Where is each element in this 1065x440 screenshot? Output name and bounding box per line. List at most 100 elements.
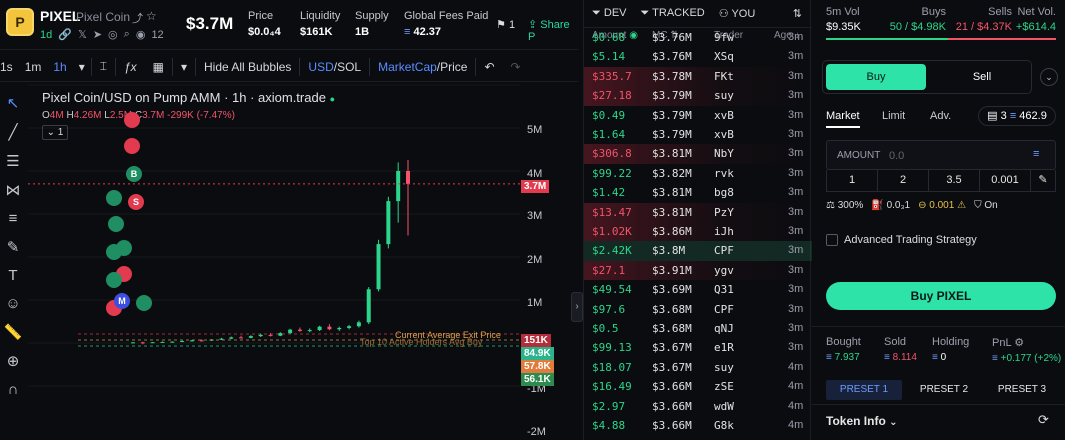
layout-icon[interactable]: ▦: [152, 59, 164, 74]
tab-limit[interactable]: Limit: [882, 110, 906, 122]
amount-field[interactable]: AMOUNT 0.0 ≡: [826, 140, 1056, 170]
trade-trader[interactable]: e1R: [714, 341, 734, 355]
horizontal-lines-icon[interactable]: ☰: [6, 153, 20, 170]
ruler-icon[interactable]: 📏: [3, 324, 23, 341]
edit-icon[interactable]: ✎: [1038, 174, 1048, 186]
trade-row[interactable]: $13.47 $3.81M PzY 3m: [584, 202, 812, 222]
telegram-icon[interactable]: ➤: [92, 29, 103, 41]
trade-trader[interactable]: xvB: [714, 108, 734, 122]
trade-row[interactable]: $97.6 $3.68M CPF 3m: [584, 300, 812, 319]
trade-trader[interactable]: CPF: [714, 302, 734, 316]
trade-trader[interactable]: Q31: [714, 283, 734, 297]
undo-icon[interactable]: ↶: [484, 59, 495, 74]
currency-toggle[interactable]: USD/SOL: [308, 59, 362, 74]
trade-trader[interactable]: qNJ: [714, 322, 734, 335]
trade-trader[interactable]: PzY: [714, 205, 734, 219]
trade-row[interactable]: $306.8 $3.81M NbY 3m: [584, 144, 812, 164]
star-icon[interactable]: ☆: [146, 9, 157, 23]
indicator-collapse[interactable]: ⌄ 1: [42, 125, 68, 140]
share-link-icon[interactable]: ⤴: [132, 13, 143, 25]
token-name[interactable]: Pixel Coin: [76, 10, 131, 24]
watchers[interactable]: ⚑ 1: [496, 19, 516, 31]
brush-icon[interactable]: ✎: [6, 239, 20, 256]
trade-row[interactable]: $2.42K $3.8M CPF 3m: [584, 241, 812, 261]
trade-trader[interactable]: G8k: [714, 419, 734, 432]
redo-icon[interactable]: ↷: [510, 59, 521, 74]
trade-bubble[interactable]: [106, 272, 122, 288]
buy-token-button[interactable]: Buy PIXEL: [826, 282, 1056, 310]
trade-row[interactable]: $1.64 $3.79M xvB 3m: [584, 125, 812, 144]
more-dropdown-icon[interactable]: ▾: [180, 59, 188, 74]
trade-trader[interactable]: zSE: [714, 380, 734, 394]
buy-bubble[interactable]: B: [126, 166, 142, 182]
trade-row[interactable]: $2.97 $3.66M wdW 4m: [584, 397, 812, 416]
trade-bubble[interactable]: [106, 190, 122, 206]
trade-row[interactable]: $5.14 $3.76M XSq 3m: [584, 47, 812, 66]
search-icon[interactable]: ⌕: [123, 28, 130, 40]
trade-row[interactable]: $49.54 $3.69M Q31 3m: [584, 280, 812, 299]
sell-tab[interactable]: Sell: [972, 71, 992, 83]
buy-tab[interactable]: Buy: [826, 64, 926, 90]
text-icon[interactable]: T: [8, 267, 18, 284]
advanced-strategy-checkbox[interactable]: [826, 234, 838, 246]
trade-trader[interactable]: rvk: [714, 166, 734, 180]
sell-bubble[interactable]: S: [128, 194, 144, 210]
token-symbol[interactable]: PIXEL: [40, 8, 81, 24]
trade-trader[interactable]: CPF: [714, 244, 734, 258]
fib-icon[interactable]: ≡: [8, 210, 18, 227]
trade-trader[interactable]: FKt: [714, 69, 734, 83]
link-icon[interactable]: 🔗: [58, 29, 72, 41]
chevron-down-icon[interactable]: ⌄: [1040, 68, 1058, 86]
trade-row[interactable]: $1.02K $3.86M iJh 3m: [584, 222, 812, 242]
indicators-icon[interactable]: ƒx: [123, 59, 137, 74]
trade-trader[interactable]: wdW: [714, 399, 734, 413]
emoji-icon[interactable]: ☺: [5, 295, 21, 312]
migration-bubble[interactable]: M: [114, 293, 130, 309]
holders-icon[interactable]: ◉: [135, 29, 146, 41]
preset-amount[interactable]: 1: [827, 170, 878, 191]
trade-row[interactable]: $16.49 $3.66M zSE 4m: [584, 377, 812, 396]
trade-bubble[interactable]: [136, 295, 152, 311]
trade-row[interactable]: $18.07 $3.67M suy 4m: [584, 358, 812, 377]
preset-tab-2[interactable]: PRESET 2: [919, 384, 969, 395]
token-info-toggle[interactable]: Token Info ⌄: [826, 414, 898, 428]
interval-1s[interactable]: 1s: [0, 59, 13, 74]
trade-trader[interactable]: bg8: [714, 186, 734, 200]
preset-amount[interactable]: 3.5: [929, 170, 980, 191]
trade-bubble[interactable]: [116, 240, 132, 256]
tab-adv[interactable]: Adv.: [930, 110, 952, 122]
magnet-icon[interactable]: ∩: [7, 381, 19, 398]
trade-trader[interactable]: XSq: [714, 50, 734, 64]
interval-1h[interactable]: 1h: [53, 59, 67, 74]
trade-trader[interactable]: NbY: [714, 147, 734, 161]
trade-trader[interactable]: iJh: [714, 225, 734, 238]
trade-trader[interactable]: xvB: [714, 128, 734, 141]
trade-bubble[interactable]: [124, 138, 140, 154]
trade-row[interactable]: $0.68 $3.76M 9fw 3m: [584, 28, 812, 47]
website-icon[interactable]: ◎: [108, 29, 118, 41]
swap-icon[interactable]: ⇅: [792, 8, 802, 20]
trade-bubble[interactable]: [108, 216, 124, 232]
hide-bubbles-button[interactable]: Hide All Bubbles: [204, 59, 292, 74]
trade-settings-summary[interactable]: ⚖ 300% ⛽ 0.0₃1 ⊖ 0.001 ⚠ ⛉ On: [826, 200, 998, 211]
panel-resize-handle[interactable]: ›: [571, 292, 583, 322]
trade-trader[interactable]: ygv: [714, 263, 734, 277]
trade-row[interactable]: $335.7 $3.78M FKt 3m: [584, 66, 812, 87]
trade-trader[interactable]: suy: [714, 89, 734, 103]
trade-row[interactable]: $27.1 $3.91M ygv 3m: [584, 260, 812, 281]
trade-trader[interactable]: 9fw: [714, 31, 734, 44]
trade-row[interactable]: $0.5 $3.68M qNJ 3m: [584, 319, 812, 338]
filter-tracked[interactable]: ⏷ TRACKED: [640, 7, 705, 19]
share-button[interactable]: ⇪ Share P: [528, 19, 570, 43]
preset-amount[interactable]: 2: [878, 170, 929, 191]
x-social-icon[interactable]: 𝕏: [77, 29, 87, 41]
wallet-selector[interactable]: ▤ 3 ≡ 462.9: [978, 106, 1056, 126]
trade-row[interactable]: $99.13 $3.67M e1R 3m: [584, 338, 812, 357]
trade-row[interactable]: $99.22 $3.82M rvk 3m: [584, 164, 812, 183]
price-chart[interactable]: [28, 84, 568, 440]
preset-amount[interactable]: 0.001: [980, 170, 1031, 191]
trade-row[interactable]: $0.49 $3.79M xvB 3m: [584, 106, 812, 125]
pattern-icon[interactable]: ⋈: [5, 182, 21, 199]
filter-dev[interactable]: ⏷ DEV: [592, 7, 627, 19]
filter-you[interactable]: ⚇ YOU: [718, 8, 756, 20]
